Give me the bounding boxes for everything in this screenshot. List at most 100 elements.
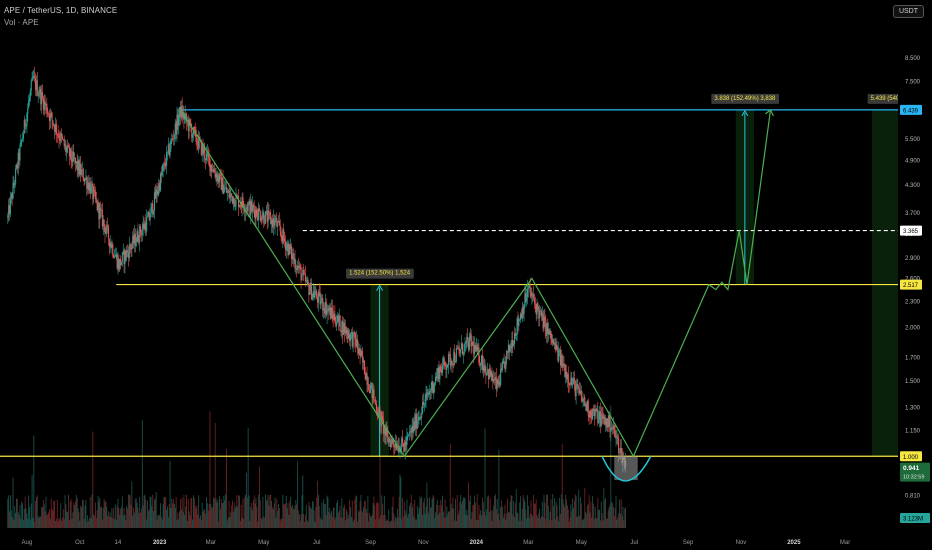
- volume-bar: [447, 514, 449, 528]
- candle-body: [323, 308, 326, 314]
- current-price-value[interactable]: 0.941: [903, 465, 920, 472]
- volume-bar: [298, 510, 299, 528]
- candle-body: [436, 372, 438, 379]
- candle-body: [484, 367, 486, 372]
- level-tag-support[interactable]: 1.000: [903, 455, 919, 461]
- level-tag-resistance-top[interactable]: 6.439: [903, 108, 919, 114]
- candle-body: [170, 140, 172, 150]
- candle-body: [322, 298, 324, 311]
- volume-bar: [258, 466, 260, 528]
- candle-body: [409, 430, 411, 433]
- volume-bar: [110, 517, 112, 528]
- candle-body: [282, 229, 284, 243]
- volume-bar: [247, 427, 249, 528]
- volume-bar: [81, 507, 83, 528]
- candle-body: [154, 192, 156, 199]
- volume-bar: [22, 519, 24, 528]
- candle-body: [146, 216, 149, 218]
- volume-bar: [83, 519, 85, 528]
- candle-body: [552, 339, 555, 345]
- price-tick-label: 4.300: [905, 183, 921, 189]
- candle-body: [580, 390, 582, 397]
- price-axis[interactable]: 8.5007.5006.5005.5004.9004.3003.7003.300…: [898, 0, 932, 550]
- volume-bar: [239, 496, 240, 528]
- volume-bar: [480, 510, 482, 528]
- projection-path-line[interactable]: [179, 109, 772, 458]
- candle-body: [281, 235, 283, 243]
- volume-bar: [606, 518, 607, 528]
- candle-body: [375, 399, 377, 405]
- candle-body: [108, 238, 110, 247]
- candle-body: [546, 323, 548, 336]
- volume-bar: [212, 507, 214, 528]
- time-tick-label: 2024: [470, 540, 484, 546]
- volume-bar: [570, 504, 572, 528]
- volume-bar: [553, 498, 555, 528]
- time-tick-label: 2023: [153, 540, 167, 546]
- candle-body: [245, 207, 247, 210]
- volume-bar: [54, 500, 56, 528]
- candle-body: [438, 367, 440, 380]
- volume-bar: [157, 514, 159, 528]
- candle-body: [449, 354, 451, 366]
- volume-bar: [15, 512, 17, 528]
- candle-body: [165, 165, 167, 167]
- level-tag-neckline[interactable]: 2.517: [903, 283, 919, 289]
- candle-body: [149, 217, 151, 221]
- volume-bar: [291, 506, 292, 528]
- candle-body: [479, 362, 481, 366]
- candle-body: [54, 123, 57, 132]
- volume-bar: [114, 504, 116, 528]
- candle-body: [244, 209, 246, 213]
- volume-bar: [619, 513, 621, 528]
- candle-body: [435, 376, 437, 384]
- volume-bar: [198, 495, 200, 528]
- volume-bar: [586, 513, 587, 528]
- candle-body: [133, 235, 135, 244]
- volume-bar: [260, 517, 262, 528]
- candle-body: [576, 384, 578, 386]
- level-tag-dashed-target[interactable]: 3.365: [903, 229, 919, 235]
- candle-body: [455, 348, 457, 362]
- volume-bar: [328, 511, 330, 528]
- candle-body: [492, 380, 494, 382]
- candle-body: [501, 363, 503, 370]
- volume-bar: [493, 505, 495, 528]
- volume-bar: [295, 500, 297, 528]
- volume-bar: [459, 501, 461, 528]
- volume-bar: [349, 499, 351, 528]
- candle-body: [141, 229, 143, 236]
- candle-body: [294, 258, 296, 269]
- candle-body: [286, 243, 288, 246]
- volume-bar: [283, 504, 285, 528]
- candle-body: [173, 134, 175, 139]
- volume-bar: [505, 519, 507, 528]
- candle-body: [17, 152, 19, 169]
- measure-label-bg-1: [346, 268, 414, 279]
- candle-body: [305, 280, 307, 282]
- projection-path[interactable]: [179, 108, 774, 458]
- volume-bar: [412, 504, 414, 528]
- cup-curve[interactable]: [601, 455, 652, 482]
- volume-bar: [569, 517, 571, 528]
- candle-body: [448, 354, 450, 365]
- time-axis[interactable]: Aug Oct 14 2023 Mar May Jul Sep Nov 2024 Mar May Jul…: [0, 536, 898, 550]
- candle-body: [439, 366, 441, 380]
- volume-bar: [324, 504, 326, 528]
- volume-bar: [87, 515, 89, 528]
- candle-body: [12, 183, 14, 199]
- horizontal-levels[interactable]: [0, 109, 898, 457]
- volume-bar: [9, 495, 11, 528]
- candle-body: [57, 134, 59, 136]
- candle-body: [561, 355, 563, 368]
- volume-bar: [380, 515, 382, 528]
- candle-body: [206, 151, 208, 154]
- cup-pattern[interactable]: [601, 455, 652, 482]
- candle-body: [60, 133, 62, 141]
- volume-bar: [486, 509, 488, 528]
- volume-bar: [507, 498, 509, 528]
- candle-body: [210, 164, 212, 172]
- candle-body: [126, 250, 129, 252]
- currency-button[interactable]: USDT: [892, 5, 924, 18]
